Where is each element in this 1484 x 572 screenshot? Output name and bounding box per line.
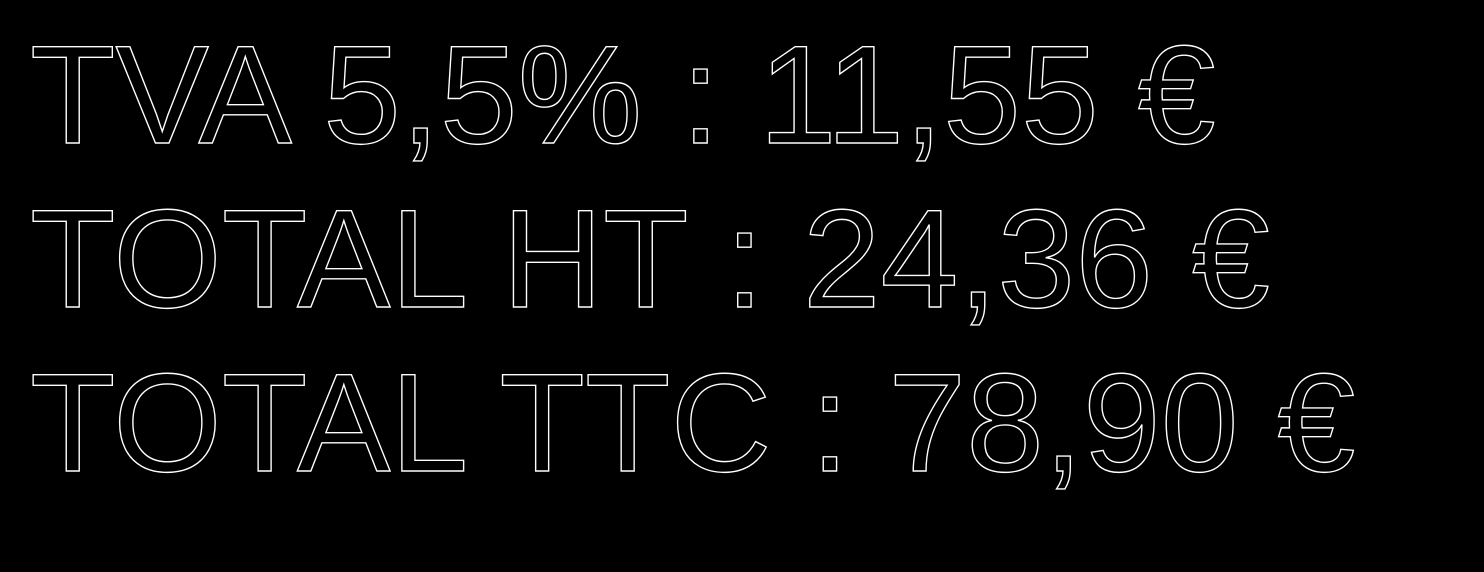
total-incl-tax-line: TOTAL TTC : 78,90 € <box>29 344 1356 501</box>
total-excl-tax-line: TOTAL HT : 24,36 € <box>29 180 1270 337</box>
vat-line: TVA 5,5% : 11,55 € <box>29 16 1216 173</box>
